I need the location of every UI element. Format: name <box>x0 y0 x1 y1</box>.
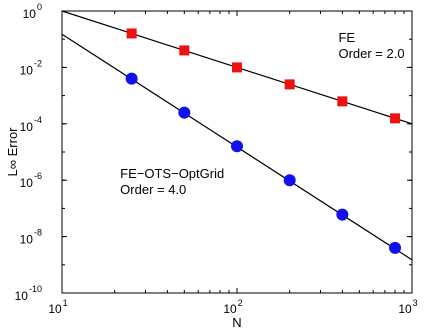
annotation-line: FE <box>338 30 355 45</box>
x-tick-exponent: 3 <box>413 298 418 308</box>
y-axis-label: L∞ Error <box>5 127 20 177</box>
data-markers <box>125 28 402 254</box>
y-tick-exponent: -10 <box>29 284 42 294</box>
x-tick-exponent: 2 <box>238 298 243 308</box>
axis-ticks <box>61 10 413 294</box>
y-tick-exponent: -6 <box>34 171 42 181</box>
y-tick-exponent: 0 <box>37 2 42 12</box>
x-tick-exponent: 1 <box>63 298 68 308</box>
x-axis-label: N <box>232 315 241 330</box>
annotation-1: FE Order = 2.0 <box>338 30 404 61</box>
annotation-line: FE−OTS−OptGrid <box>120 166 224 181</box>
annotation-line: Order = 2.0 <box>338 46 404 61</box>
circle-marker <box>231 140 243 153</box>
circle-marker <box>283 174 296 187</box>
circle-marker <box>389 241 402 254</box>
square-marker <box>284 79 295 90</box>
circle-marker <box>125 72 138 85</box>
square-marker <box>337 96 348 107</box>
y-tick-exponent: -2 <box>34 58 42 68</box>
square-marker <box>126 28 137 39</box>
annotation-line: Order = 4.0 <box>120 182 186 197</box>
circle-marker <box>178 106 191 119</box>
circle-marker <box>336 208 349 221</box>
square-marker <box>179 45 190 56</box>
y-tick-exponent: -8 <box>34 228 42 238</box>
square-marker <box>390 113 401 124</box>
annotation-2: FE−OTS−OptGrid Order = 4.0 <box>120 166 224 197</box>
annotations: FE Order = 2.0 FE−OTS−OptGrid Order = 4.0 <box>120 30 404 197</box>
y-tick-exponent: -4 <box>34 115 42 125</box>
square-marker <box>232 62 242 73</box>
